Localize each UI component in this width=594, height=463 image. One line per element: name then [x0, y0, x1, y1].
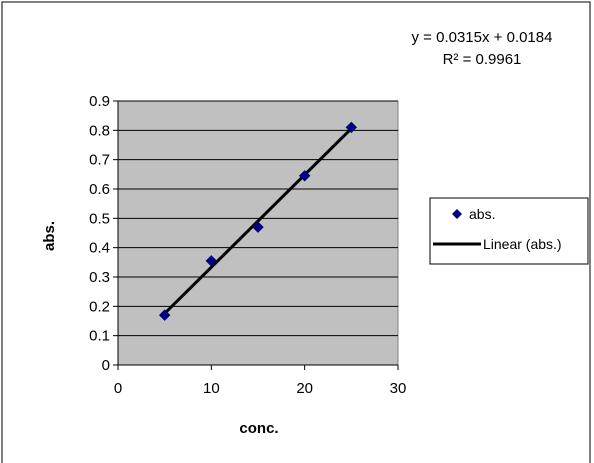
trendline-equation: y = 0.0315x + 0.0184 [412, 29, 553, 46]
grid-lines [118, 100, 398, 337]
x-tick-label: 10 [203, 380, 220, 397]
x-tick-label: 20 [296, 380, 313, 397]
legend-box [429, 197, 589, 265]
data-point [205, 255, 218, 267]
y-tick-label: 0.4 [89, 240, 110, 257]
trendline [163, 127, 353, 315]
axes [113, 100, 399, 370]
legend-label-linear: Linear (abs.) [483, 236, 562, 252]
legend: abs. Linear (abs.) [429, 197, 589, 265]
y-axis-title: abs. [41, 221, 58, 251]
y-tick-label: 0.9 [89, 93, 110, 110]
y-tick-label: 0.7 [89, 152, 110, 169]
y-tick-label: 0.2 [89, 298, 110, 315]
y-tick-label: 0 [102, 357, 110, 374]
y-tick-label: 0.3 [89, 269, 110, 286]
data-point [252, 221, 264, 233]
y-tick-label: 0.6 [89, 181, 110, 198]
plot-area [117, 100, 399, 366]
x-axis-title: conc. [239, 420, 278, 437]
data-point [298, 170, 311, 182]
y-tick-label: 0.8 [89, 122, 110, 139]
y-tick-label: 0.5 [89, 210, 110, 227]
y-tick-label: 0.1 [89, 328, 110, 345]
x-tick-labels: 0 10 20 30 [114, 380, 407, 397]
data-points [158, 121, 358, 321]
data-point [158, 309, 171, 321]
data-point [345, 121, 358, 134]
x-tick-label: 30 [390, 380, 407, 397]
x-tick-label: 0 [114, 380, 122, 397]
legend-marker-abs [452, 209, 462, 219]
trendline-r-squared: R² = 0.9961 [443, 51, 522, 68]
legend-label-abs: abs. [469, 206, 495, 222]
y-tick-labels: 0 0.1 0.2 0.3 0.4 0.5 0.6 0.7 0.8 0.9 [89, 93, 110, 374]
